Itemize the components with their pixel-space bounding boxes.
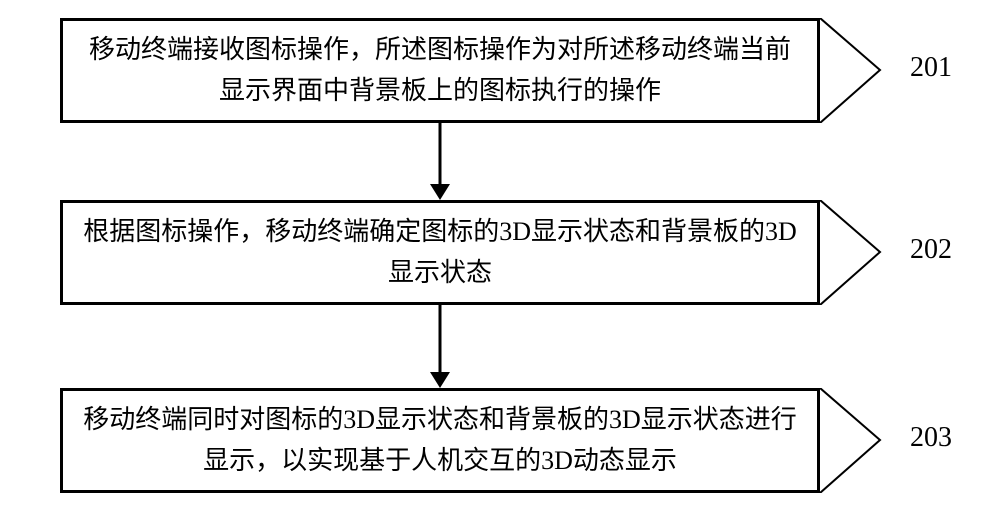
flow-node-2: 根据图标操作，移动终端确定图标的3D显示状态和背景板的3D显示状态 <box>60 200 820 305</box>
flow-label-2: 202 <box>910 234 952 266</box>
flow-node-3: 移动终端同时对图标的3D显示状态和背景板的3D显示状态进行显示，以实现基于人机交… <box>60 388 820 493</box>
arrow-1-2 <box>430 123 450 200</box>
flow-node-1: 移动终端接收图标操作，所述图标操作为对所述移动终端当前显示界面中背景板上的图标执… <box>60 18 820 123</box>
flow-label-3: 203 <box>910 422 952 454</box>
flow-node-1-text: 移动终端接收图标操作，所述图标操作为对所述移动终端当前显示界面中背景板上的图标执… <box>83 30 797 111</box>
flow-node-2-text: 根据图标操作，移动终端确定图标的3D显示状态和背景板的3D显示状态 <box>83 212 797 293</box>
bracket-3 <box>820 388 910 493</box>
flow-label-1: 201 <box>910 52 952 84</box>
bracket-2 <box>820 200 910 305</box>
flow-node-3-text: 移动终端同时对图标的3D显示状态和背景板的3D显示状态进行显示，以实现基于人机交… <box>83 400 797 481</box>
arrow-2-3 <box>430 305 450 388</box>
bracket-1 <box>820 18 910 123</box>
flowchart-canvas: 移动终端接收图标操作，所述图标操作为对所述移动终端当前显示界面中背景板上的图标执… <box>0 0 1000 523</box>
